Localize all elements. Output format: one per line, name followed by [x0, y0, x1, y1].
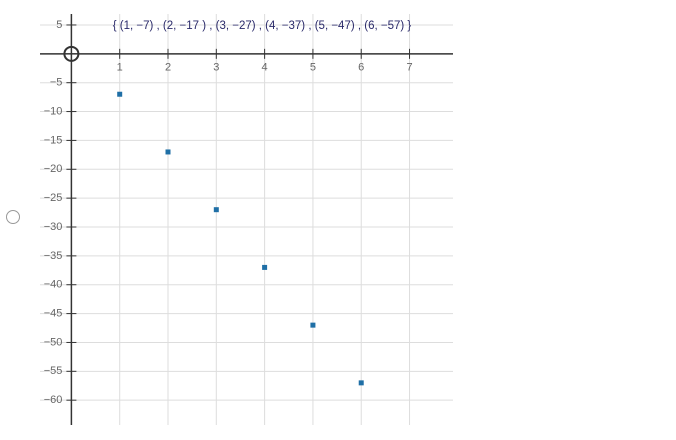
y-tick-label: −45: [44, 307, 63, 319]
x-tick-label: 2: [165, 62, 171, 74]
x-tick-label: 3: [213, 62, 219, 74]
y-tick-label: −10: [44, 105, 63, 117]
point-set-label: { (1, −7) , (2, −17 ) , (3, −27) , (4, −…: [113, 20, 412, 32]
y-tick-label: −15: [44, 134, 63, 146]
x-tick-label: 6: [358, 62, 364, 74]
point: [165, 149, 171, 155]
x-tick-label: 7: [406, 62, 412, 74]
y-tick-label: −60: [44, 394, 63, 406]
plot: 1 2 3 4 5 6 7 5 −5 −10 −15 −20 −25 −30 −35 −40 −45 −50 −55…: [40, 14, 453, 425]
radio-button[interactable]: [6, 210, 20, 224]
y-tick-label: 5: [56, 19, 62, 31]
x-tick-label: 5: [310, 62, 316, 74]
point: [262, 264, 268, 270]
y-tick-label: −5: [50, 77, 63, 89]
point: [310, 322, 316, 328]
y-tick-label: −55: [44, 365, 63, 377]
x-tick-label: 4: [262, 62, 268, 74]
point: [358, 380, 364, 386]
y-tick-label: −20: [44, 163, 63, 175]
y-tick-label: −25: [44, 192, 63, 204]
y-tick-label: −35: [44, 250, 63, 262]
y-tick-label: −50: [44, 336, 63, 348]
y-tick-label: −30: [44, 221, 63, 233]
y-tick-label: −40: [44, 279, 63, 291]
x-tick-label: 1: [117, 62, 123, 74]
point: [117, 91, 123, 97]
point: [213, 207, 219, 213]
